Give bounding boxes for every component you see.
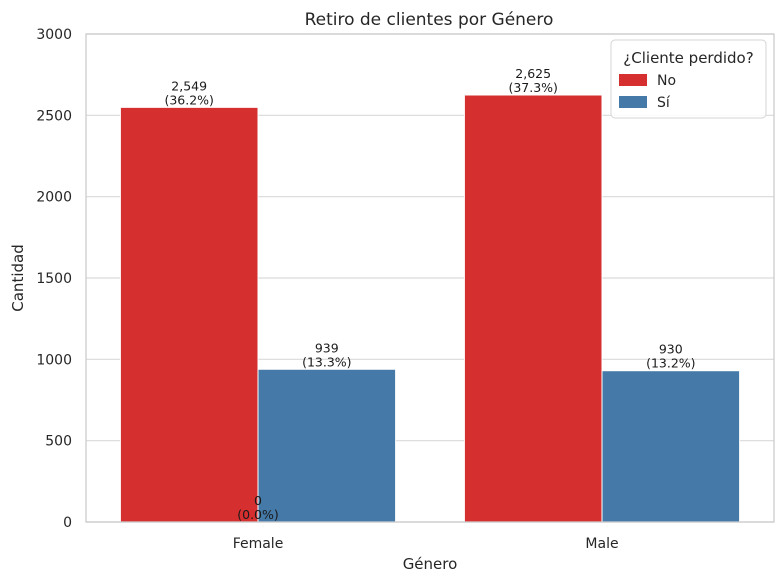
data-label: 939 (13.3%) [302, 340, 351, 369]
x-tick-labels: Female Male [233, 536, 619, 552]
legend-entry: Sí [657, 95, 671, 111]
y-tick-label: 2000 [36, 190, 72, 206]
bar [601, 370, 741, 523]
data-labels: 2,549 (36.2%) 2,625 (37.3%) 939 (13.3%) 930 (13… [164, 66, 695, 522]
x-axis-label: Género [403, 555, 458, 573]
bar [119, 106, 259, 523]
y-tick-label: 0 [63, 515, 72, 531]
x-tick-label: Female [233, 536, 284, 552]
bar [257, 368, 397, 523]
y-tick-label: 2500 [36, 108, 72, 124]
y-tick-labels: 0 500 1000 1500 2000 2500 3000 [36, 27, 72, 531]
data-label: 2,549 (36.2%) [164, 78, 213, 107]
bars [119, 94, 741, 523]
y-tick-label: 1000 [36, 352, 72, 368]
x-tick-label: Male [585, 536, 618, 552]
data-label: 0 (0.0%) [237, 493, 279, 522]
y-tick-label: 500 [45, 434, 72, 450]
y-tick-label: 3000 [36, 27, 72, 43]
data-label: 930 (13.2%) [646, 342, 695, 371]
legend-box [610, 39, 767, 119]
legend-entry: No [657, 73, 676, 89]
y-tick-label: 1500 [36, 271, 72, 287]
legend-title: ¿Cliente perdido? [623, 49, 753, 67]
y-axis-label: Cantidad [9, 244, 27, 311]
plot-frame [85, 33, 775, 523]
bar [463, 94, 603, 523]
chart-title: Retiro de clientes por Género [305, 10, 554, 30]
legend-swatch [619, 74, 647, 86]
data-label: 2,625 (37.3%) [508, 66, 557, 95]
legend: ¿Cliente perdido? No Sí [610, 39, 767, 119]
legend-swatch [619, 96, 647, 108]
